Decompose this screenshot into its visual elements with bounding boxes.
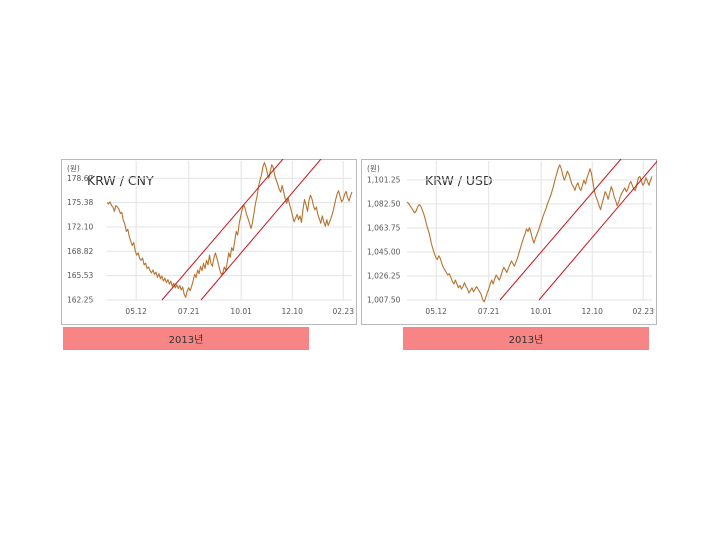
trend-line [538,160,657,301]
chart-panel-krw-cny: (원) KRW / CNY 178.67 175.38 172.10 168.82 16… [61,159,357,325]
x-tick-label: 02.23 [333,307,355,316]
series-line [406,164,653,303]
trend-line [499,159,622,301]
x-tick-label: 07.21 [478,307,500,316]
unit-label: (원) [367,164,380,173]
y-tick-label: 175.38 [67,198,93,207]
y-tick-label: 165.53 [67,271,93,280]
plot-area: 178.67 175.38 172.10 168.82 165.53 162.25 05.1… [67,159,354,316]
chart-frame [61,159,357,325]
x-tick-label: 10.01 [230,307,252,316]
y-tick-label: 168.82 [67,247,93,256]
chart-panel-krw-usd: (원) KRW / USD 1,101.25 1,082.50 1,063.75 1,… [361,159,657,325]
y-tick-label: 1,101.25 [367,175,401,184]
year-caption-label: 2013년 [168,335,204,346]
y-tick-label: 172.10 [67,222,93,231]
chart-svg-krw-usd: (원) KRW / USD 1,101.251,082.501,063.751,… [361,159,657,325]
year-caption-krw-usd: 2013년 [403,327,649,350]
y-tick-label: 1,063.75 [367,223,401,232]
x-tick-label: 02.23 [633,307,655,316]
x-tick-label: 05.12 [125,307,147,316]
chart-title: KRW / CNY [87,173,154,188]
y-tick-label: 1,026.25 [367,271,401,280]
chart-svg-krw-cny: (원) KRW / CNY 178.67 175.38 172.10 168.82 16… [61,159,357,325]
x-tick-label: 10.01 [530,307,552,316]
y-tick-label: 1,007.50 [367,296,401,305]
y-tick-label: 178.67 [67,174,93,183]
chart-frame [361,159,657,325]
y-tick-label: 1,045.00 [367,247,401,256]
series-line [106,161,353,298]
year-caption-krw-cny: 2013년 [63,327,309,350]
x-tick-label: 07.21 [178,307,200,316]
chart-title: KRW / USD [425,173,493,188]
plot-area: 1,101.25 1,082.50 1,063.75 1,045.00 1,026.25… [367,159,657,316]
y-tick-label: 1,082.50 [367,199,401,208]
x-tick-label: 12.10 [581,307,603,316]
trend-line [161,159,284,301]
unit-label: (원) [67,164,80,173]
year-caption-label: 2013년 [508,335,544,346]
y-tick-label: 162.25 [67,296,93,305]
trend-line [200,159,322,301]
x-tick-label: 12.10 [281,307,303,316]
x-tick-label: 05.12 [425,307,447,316]
